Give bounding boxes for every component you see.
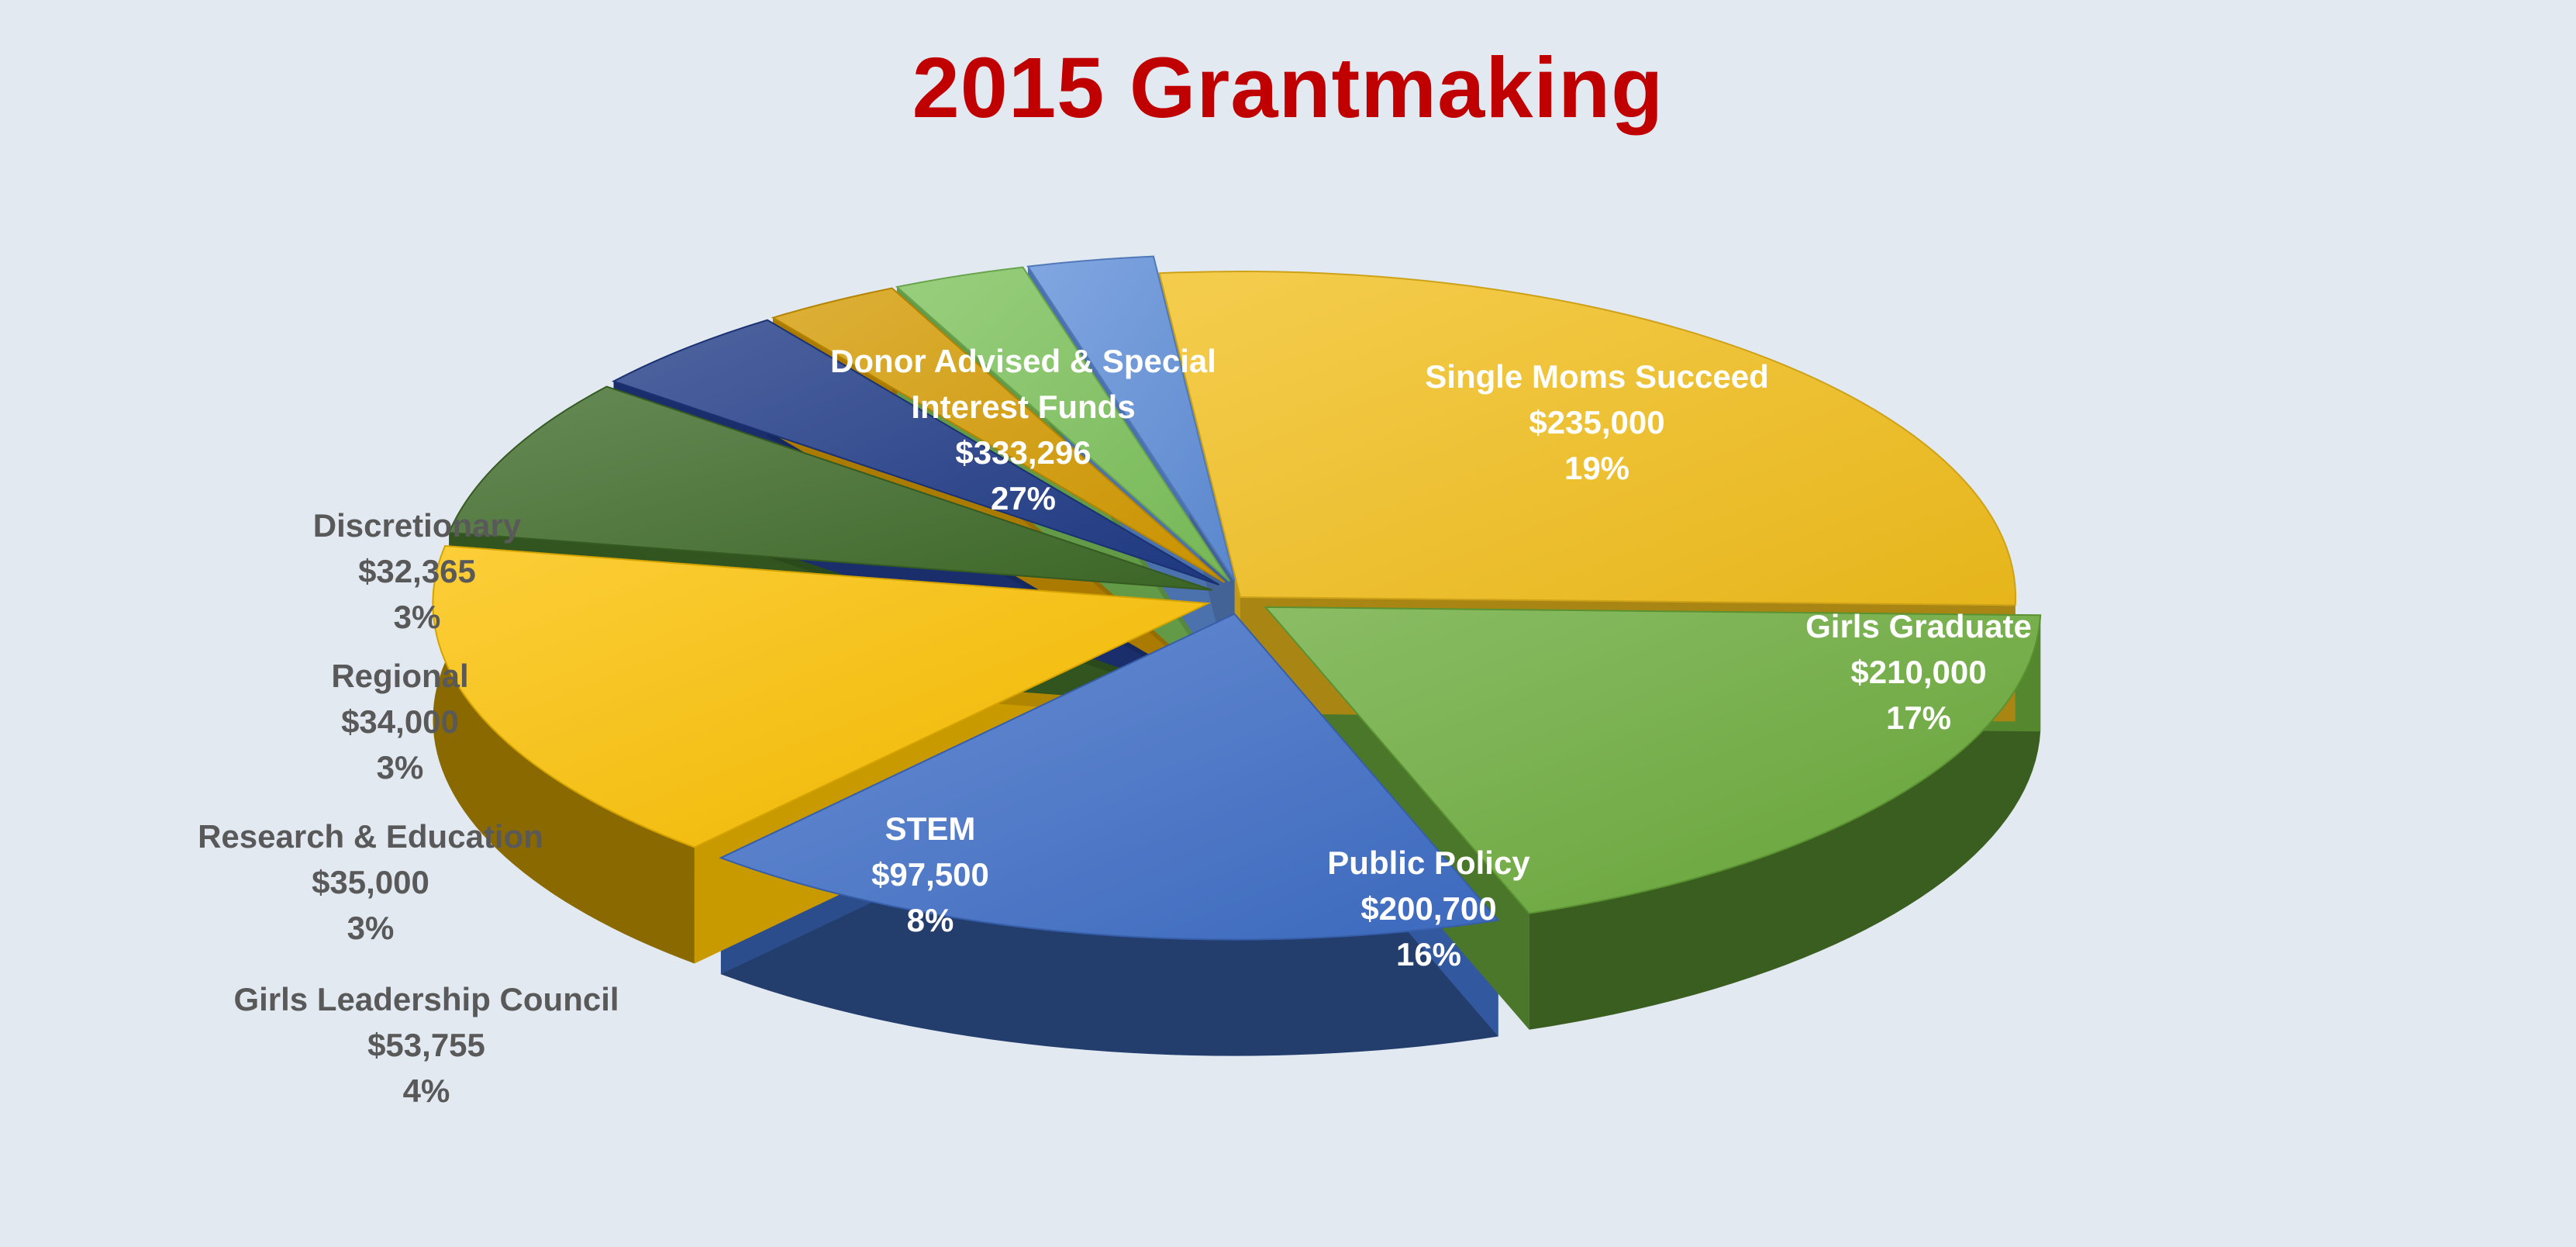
slice-label-7: Research & Education $35,000 3% (198, 818, 543, 946)
pie-slice-5 (447, 385, 1212, 591)
pie-slice-7 (771, 287, 1226, 583)
slice-label-8: Regional $34,000 3% (331, 658, 468, 786)
chart-title: 2015 Grantmaking (912, 40, 1664, 136)
slice-label-2: Single Moms Succeed $235,000 19% (1425, 358, 1768, 486)
slice-label-5: STEM $97,500 8% (871, 810, 989, 938)
pie-slice-6 (612, 319, 1219, 586)
slice-label-9: Discretionary $32,365 3% (313, 507, 522, 635)
slice-label-1: Donor Advised & Special Interest Funds $33… (830, 343, 1216, 516)
pie-slice-9 (1026, 255, 1236, 581)
pie-slice-8 (895, 266, 1230, 582)
pie-slice-3 (719, 613, 1500, 941)
pie-slice-4 (432, 544, 1212, 848)
slice-label-4: Public Policy $200,700 16% (1327, 845, 1530, 972)
pie-slice-2 (1264, 606, 2042, 914)
slice-label-3: Girls Graduate $210,000 17% (1805, 608, 2032, 736)
pie-slice-1 (1158, 271, 2016, 606)
slice-label-6: Girls Leadership Council $53,755 4% (233, 981, 619, 1109)
